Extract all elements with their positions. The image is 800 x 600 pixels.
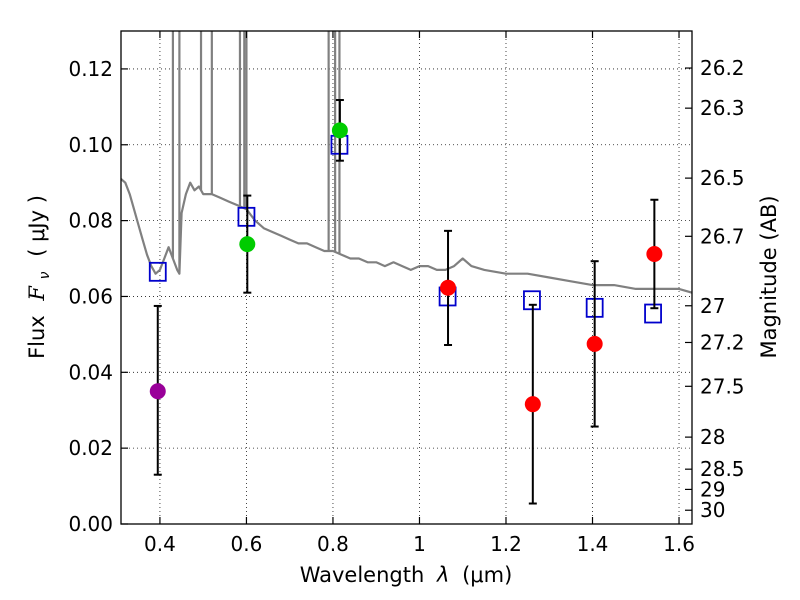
observed-flux-point xyxy=(646,245,663,262)
mag-tick-label: 27 xyxy=(700,294,725,318)
observed-flux-point xyxy=(440,279,457,296)
axis-ticks: 0.4 0.6 0.8 1 1.2 1.4 1.6 0.00 0.02 0.04 0.06 0.08 0… xyxy=(68,31,745,556)
mag-tick-label: 26.2 xyxy=(700,56,745,80)
y-axis-label-subscript: ν xyxy=(37,271,53,279)
plot-frame xyxy=(120,30,693,525)
model-spectrum xyxy=(121,31,692,294)
x-tick-label: 1.4 xyxy=(577,532,609,556)
grid xyxy=(121,31,692,525)
x-tick-label: 0.4 xyxy=(144,532,176,556)
y-tick-label: 0.06 xyxy=(68,284,113,308)
x-tick-label: 1.2 xyxy=(490,532,522,556)
observed-flux-point xyxy=(524,396,541,413)
x-tick-label: 1 xyxy=(413,532,426,556)
x-axis-label-unit: (μm) xyxy=(462,563,512,587)
y-axis-label: Flux F ν ( μJy ) xyxy=(25,195,54,359)
mag-tick-label: 27.2 xyxy=(700,330,745,354)
y-tick-label: 0.08 xyxy=(68,209,113,233)
y-tick-label: 0.02 xyxy=(68,436,113,460)
mag-tick-label: 26.7 xyxy=(700,224,745,248)
y2-axis-label: Magnitude (AB) xyxy=(757,195,781,358)
y-tick-label: 0.10 xyxy=(68,133,113,157)
mag-tick-label: 28 xyxy=(700,425,725,449)
mag-tick-label: 28.5 xyxy=(700,457,745,481)
x-tick-label: 0.8 xyxy=(317,532,349,556)
observed-flux-point xyxy=(239,236,256,253)
mag-tick-label: 26.5 xyxy=(700,166,745,190)
observed-flux-point xyxy=(149,383,166,400)
x-axis-label: Wavelength λ (μm) xyxy=(300,563,513,587)
model-photometry-square xyxy=(644,303,662,324)
x-tick-label: 1.6 xyxy=(663,532,695,556)
model-sed-line xyxy=(121,178,692,294)
mag-tick-label: 26.3 xyxy=(700,96,745,120)
mag-tick-label: 27.5 xyxy=(700,374,745,398)
y-axis-label-main: Flux xyxy=(25,315,49,359)
mag-tick-label: 30 xyxy=(700,498,725,522)
data-points xyxy=(148,99,663,505)
observed-flux-point xyxy=(586,335,603,352)
x-axis-label-main: Wavelength xyxy=(300,563,425,587)
x-axis-label-symbol: λ xyxy=(436,563,449,587)
y-tick-label: 0.00 xyxy=(68,512,113,536)
model-photometry-square xyxy=(148,261,167,282)
y-axis-label-symbol: F xyxy=(25,285,49,302)
observed-flux-point xyxy=(331,122,348,139)
y-tick-label: 0.12 xyxy=(68,57,113,81)
x-tick-label: 0.6 xyxy=(231,532,263,556)
mag-tick-label: 29 xyxy=(700,477,725,501)
y-tick-label: 0.04 xyxy=(68,360,113,384)
y-axis-label-unit: ( μJy ) xyxy=(25,195,49,257)
